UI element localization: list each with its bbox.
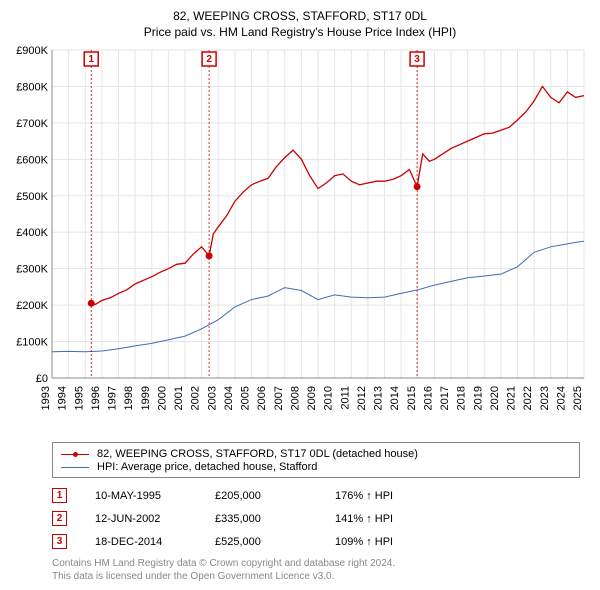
svg-text:2021: 2021 — [506, 386, 518, 410]
chart-plot: £0 £100K £200K £300K £400K £500K £600K £700K £80… — [10, 46, 590, 434]
legend-label-hpi: HPI: Average price, detached house, Staf… — [97, 461, 317, 473]
svg-text:2013: 2013 — [373, 386, 385, 410]
svg-text:2012: 2012 — [356, 386, 368, 410]
svg-text:£700K: £700K — [16, 118, 48, 130]
svg-text:£600K: £600K — [16, 155, 48, 167]
svg-text:2023: 2023 — [539, 386, 551, 410]
svg-text:2003: 2003 — [206, 386, 218, 410]
svg-text:2011: 2011 — [339, 386, 351, 410]
title-address: 82, WEEPING CROSS, STAFFORD, ST17 0DL — [10, 8, 590, 24]
disclaimer: Contains HM Land Registry data © Crown c… — [52, 557, 580, 583]
svg-text:1993: 1993 — [40, 386, 52, 410]
legend-row-price: 82, WEEPING CROSS, STAFFORD, ST17 0DL (d… — [61, 448, 571, 460]
sale-hpi: 109% ↑ HPI — [335, 536, 393, 548]
legend-swatch-hpi — [61, 467, 89, 468]
svg-text:1994: 1994 — [57, 386, 69, 410]
chart-titles: 82, WEEPING CROSS, STAFFORD, ST17 0DL Pr… — [10, 8, 590, 40]
svg-text:£200K: £200K — [16, 300, 48, 312]
sale-marker-icon: 3 — [52, 534, 67, 549]
svg-text:2017: 2017 — [439, 386, 451, 410]
sale-row: 1 10-MAY-1995 £205,000 176% ↑ HPI — [52, 488, 580, 503]
svg-text:£500K: £500K — [16, 191, 48, 203]
svg-text:2: 2 — [206, 54, 212, 65]
sale-marker-icon: 2 — [52, 511, 67, 526]
svg-text:1996: 1996 — [90, 386, 102, 410]
svg-text:1998: 1998 — [123, 386, 135, 410]
svg-text:2000: 2000 — [156, 386, 168, 410]
title-sub: Price paid vs. HM Land Registry's House … — [10, 24, 590, 40]
chart-svg: £0 £100K £200K £300K £400K £500K £600K £700K £80… — [10, 46, 590, 434]
svg-text:2009: 2009 — [306, 386, 318, 410]
svg-text:2018: 2018 — [456, 386, 468, 410]
sale-date: 12-JUN-2002 — [95, 513, 215, 525]
sale-price: £335,000 — [215, 513, 335, 525]
svg-text:1: 1 — [88, 54, 94, 65]
svg-text:2019: 2019 — [472, 386, 484, 410]
sale-row: 3 18-DEC-2014 £525,000 109% ↑ HPI — [52, 534, 580, 549]
svg-text:2007: 2007 — [273, 386, 285, 410]
sale-price: £205,000 — [215, 490, 335, 502]
svg-text:2022: 2022 — [522, 386, 534, 410]
svg-text:2004: 2004 — [223, 386, 235, 410]
price-chart-card: { "title_line1": "82, WEEPING CROSS, STA… — [0, 0, 600, 590]
svg-text:2024: 2024 — [555, 386, 567, 410]
disclaimer-line2: This data is licensed under the Open Gov… — [52, 570, 580, 583]
svg-text:£800K: £800K — [16, 82, 48, 94]
svg-text:2010: 2010 — [323, 386, 335, 410]
sale-hpi: 176% ↑ HPI — [335, 490, 393, 502]
legend: 82, WEEPING CROSS, STAFFORD, ST17 0DL (d… — [52, 442, 580, 478]
sale-price: £525,000 — [215, 536, 335, 548]
svg-text:1997: 1997 — [107, 386, 119, 410]
svg-text:2002: 2002 — [190, 386, 202, 410]
svg-text:£900K: £900K — [16, 46, 48, 57]
sale-date: 10-MAY-1995 — [95, 490, 215, 502]
svg-text:£400K: £400K — [16, 228, 48, 240]
legend-label-price: 82, WEEPING CROSS, STAFFORD, ST17 0DL (d… — [97, 448, 418, 460]
sale-marker-icon: 1 — [52, 488, 67, 503]
svg-text:2025: 2025 — [572, 386, 584, 410]
sale-date: 18-DEC-2014 — [95, 536, 215, 548]
svg-text:2016: 2016 — [422, 386, 434, 410]
svg-text:£0: £0 — [36, 373, 48, 385]
svg-text:2008: 2008 — [289, 386, 301, 410]
sale-hpi: 141% ↑ HPI — [335, 513, 393, 525]
svg-text:3: 3 — [414, 54, 420, 65]
sale-table: 1 10-MAY-1995 £205,000 176% ↑ HPI 2 12-J… — [52, 488, 580, 549]
sale-row: 2 12-JUN-2002 £335,000 141% ↑ HPI — [52, 511, 580, 526]
svg-text:1999: 1999 — [140, 386, 152, 410]
svg-text:2014: 2014 — [389, 386, 401, 410]
svg-text:2001: 2001 — [173, 386, 185, 410]
svg-text:1995: 1995 — [73, 386, 85, 410]
svg-text:2015: 2015 — [406, 386, 418, 410]
svg-text:2005: 2005 — [240, 386, 252, 410]
disclaimer-line1: Contains HM Land Registry data © Crown c… — [52, 557, 580, 570]
legend-swatch-price — [61, 454, 89, 455]
svg-text:2020: 2020 — [489, 386, 501, 410]
svg-text:2006: 2006 — [256, 386, 268, 410]
svg-text:£300K: £300K — [16, 264, 48, 276]
svg-text:£100K: £100K — [16, 337, 48, 349]
legend-row-hpi: HPI: Average price, detached house, Staf… — [61, 461, 571, 473]
